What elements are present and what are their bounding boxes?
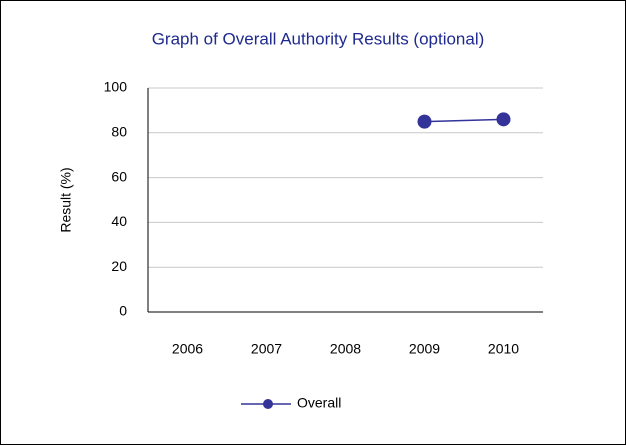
legend-label: Overall — [297, 395, 341, 411]
y-tick-label: 0 — [119, 303, 127, 319]
y-tick-label: 20 — [111, 258, 127, 274]
y-tick-label: 40 — [111, 213, 127, 229]
x-tick-label: 2006 — [172, 341, 203, 357]
x-tick-label: 2009 — [409, 341, 440, 357]
y-tick-label: 60 — [111, 168, 127, 184]
data-point — [417, 114, 432, 129]
y-axis-label: Result (%) — [58, 167, 74, 232]
chart-title: Graph of Overall Authority Results (opti… — [152, 29, 485, 48]
legend-marker — [263, 399, 273, 409]
x-tick-label: 2010 — [488, 341, 519, 357]
x-tick-label: 2008 — [330, 341, 361, 357]
x-tick-label: 2007 — [251, 341, 282, 357]
data-point — [496, 112, 511, 127]
series-line — [424, 118, 504, 123]
y-tick-label: 80 — [111, 124, 127, 140]
y-tick-label: 100 — [104, 79, 128, 95]
